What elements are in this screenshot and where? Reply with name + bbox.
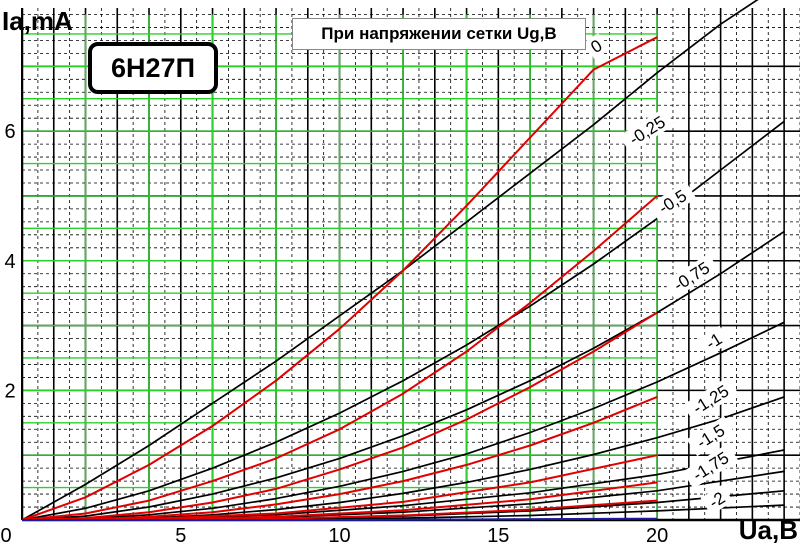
series-line-3 — [21, 321, 785, 521]
curve-label-bg — [697, 325, 731, 357]
y-tick-label: 6 — [4, 121, 15, 143]
chart-subtitle: При напряжении сетки Ug,В — [292, 18, 586, 50]
tube-type-badge: 6Н27П — [88, 42, 218, 94]
x-tick-label: 0 — [0, 525, 11, 547]
curve-label-1: -0,25 — [619, 107, 675, 153]
curve-labels: 0-0,25-0,5-0,75-1-1,25-1,5-1,75-2 — [583, 33, 739, 516]
chart-title: 6Н27П — [111, 52, 195, 83]
x-tick-label: 10 — [328, 525, 350, 547]
series-lines — [21, 0, 785, 521]
y-axis-label: Ia,mA — [2, 6, 73, 36]
curve-label-bg — [686, 416, 735, 457]
subtitle-text: При напряжении сетки Ug,В — [321, 24, 557, 43]
y-tick-label: 4 — [4, 251, 15, 273]
series-line-11 — [21, 311, 658, 521]
x-tick-label: 5 — [175, 525, 186, 547]
curve-label-bg — [682, 443, 739, 489]
curve-label-bg — [583, 33, 609, 60]
x-axis-label: Ua,B — [738, 515, 798, 545]
y-tick-label: 2 — [4, 380, 15, 402]
curve-label-bg — [700, 484, 734, 516]
series-line-12 — [21, 395, 658, 521]
curve-label-bg — [648, 181, 697, 222]
series-line-9 — [21, 36, 658, 521]
series-line-1 — [21, 120, 785, 521]
curve-label-bg — [619, 107, 675, 153]
curve-label-8: -2 — [700, 484, 734, 516]
series-line-16 — [22, 517, 658, 521]
curve-label-4: -1 — [697, 325, 731, 357]
x-tick-band — [0, 522, 800, 548]
y-tick-band — [0, 0, 21, 548]
curve-label-bg — [663, 253, 720, 299]
x-tick-label: 20 — [646, 525, 668, 547]
curve-label-0: 0 — [583, 33, 609, 60]
series-line-10 — [21, 195, 658, 521]
curve-label-bg — [682, 376, 739, 422]
x-tick-label: 15 — [487, 525, 509, 547]
